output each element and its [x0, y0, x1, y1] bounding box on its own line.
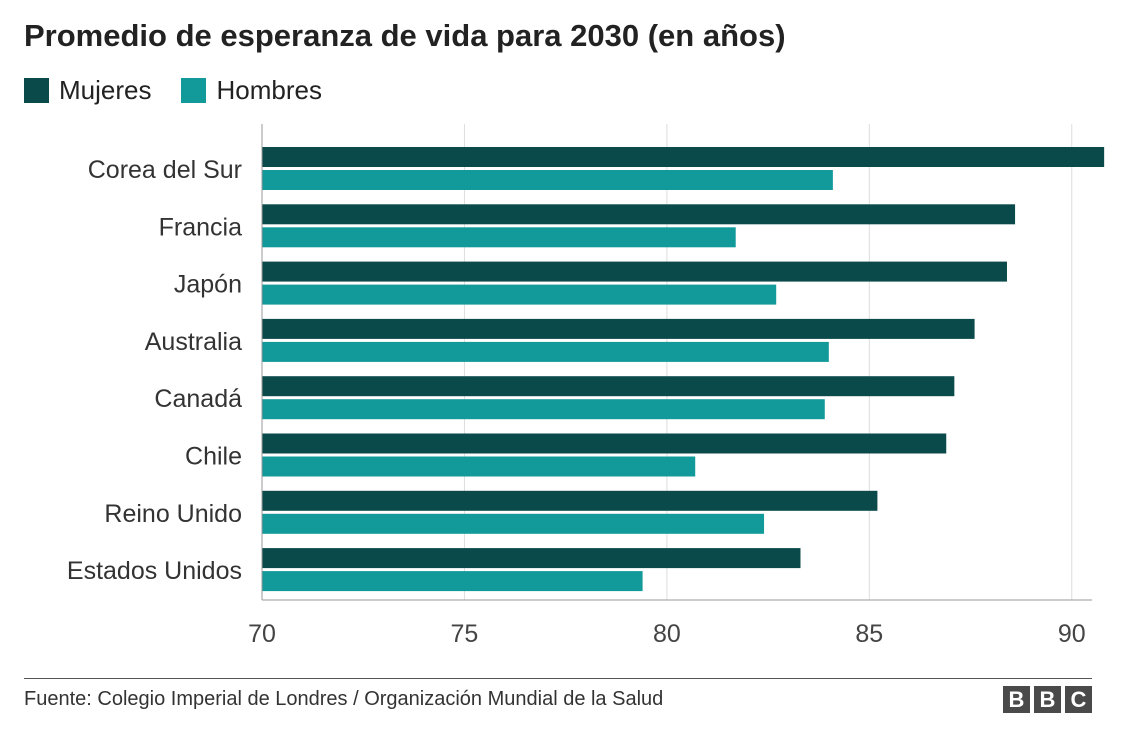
logo-letter: C	[1065, 686, 1092, 713]
category-label: Japón	[174, 271, 242, 299]
bar-hombres	[262, 341, 829, 362]
footer-divider	[24, 678, 1092, 679]
bar-mujeres	[262, 548, 801, 569]
x-tick-label: 90	[1058, 620, 1086, 648]
bbc-logo: B B C	[999, 686, 1092, 713]
x-tick-label: 85	[855, 620, 883, 648]
category-label: Chile	[185, 443, 242, 471]
legend: Mujeres Hombres	[24, 75, 352, 106]
legend-label-mujeres: Mujeres	[59, 75, 152, 105]
bar-mujeres	[262, 376, 955, 397]
bar-hombres	[262, 284, 777, 305]
category-label: Australia	[145, 328, 242, 356]
category-label: Reino Unido	[104, 500, 242, 528]
bar-hombres	[262, 399, 825, 420]
category-label: Corea del Sur	[88, 156, 242, 184]
legend-swatch-mujeres	[24, 78, 49, 103]
x-tick-label: 70	[248, 620, 276, 648]
source-note: Fuente: Colegio Imperial de Londres / Or…	[24, 688, 664, 710]
legend-item-hombres: Hombres	[181, 75, 322, 106]
bar-hombres	[262, 513, 765, 534]
bar-hombres	[262, 170, 833, 190]
logo-letter: B	[1034, 686, 1061, 713]
bar-mujeres	[262, 318, 975, 339]
x-tick-label: 80	[653, 620, 681, 648]
bar-mujeres	[262, 490, 878, 511]
category-label: Francia	[159, 213, 242, 241]
bar-hombres	[262, 227, 736, 248]
legend-item-mujeres: Mujeres	[24, 75, 151, 106]
bar-chart: 70 75 80 85 90 Corea del Sur Francia Japón Austr…	[67, 124, 1105, 648]
logo-letter: B	[1003, 686, 1030, 713]
bar-mujeres	[262, 261, 1007, 282]
bar-mujeres	[262, 204, 1016, 225]
x-tick-label: 75	[451, 620, 479, 648]
bar-hombres	[262, 456, 696, 477]
chart-title: Promedio de esperanza de vida para 2030 …	[24, 18, 786, 53]
bar-mujeres	[262, 147, 1105, 167]
bar-hombres	[262, 571, 643, 592]
category-label: Canadá	[154, 385, 242, 413]
legend-swatch-hombres	[181, 78, 207, 103]
legend-label-hombres: Hombres	[216, 75, 322, 105]
category-label: Estados Unidos	[67, 557, 242, 585]
bar-mujeres	[262, 433, 947, 454]
